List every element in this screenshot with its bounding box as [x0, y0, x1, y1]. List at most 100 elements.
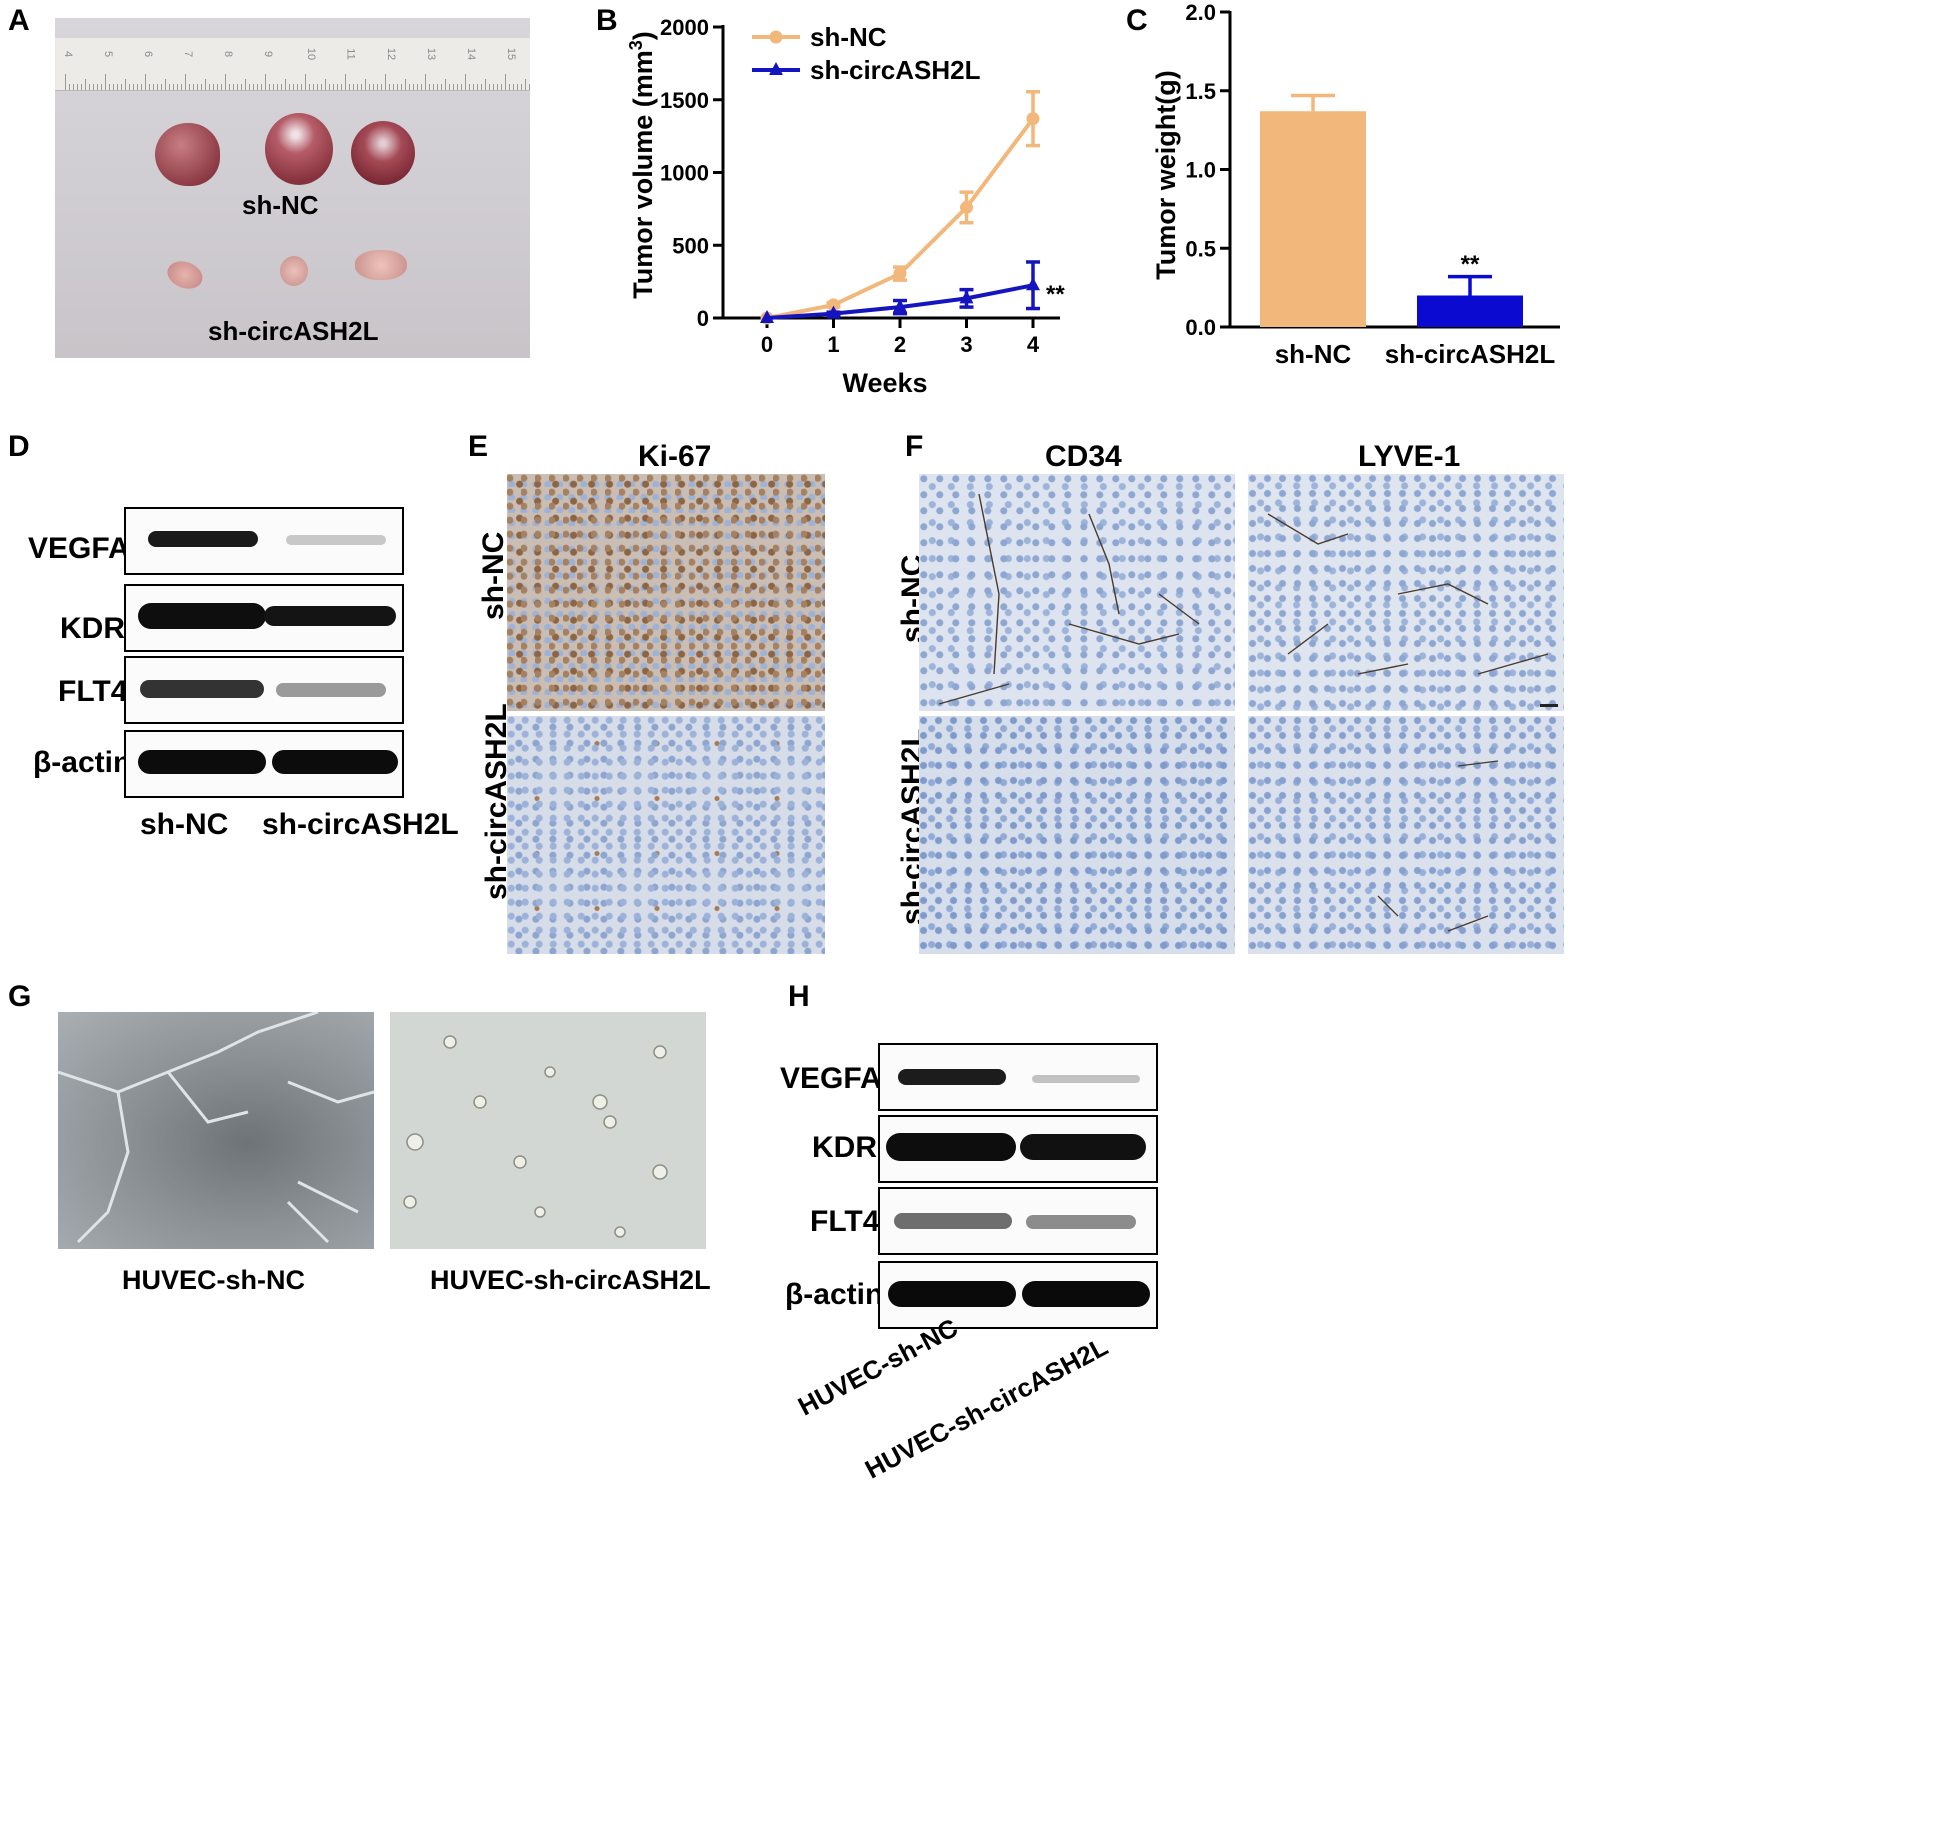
blot-h-flt4-box [878, 1187, 1158, 1255]
ruler-tick [405, 79, 406, 90]
panel-label-h: H [788, 980, 810, 1013]
x-tick-label: 0 [761, 332, 773, 357]
tube-caption-kd: HUVEC-sh-circASH2L [430, 1265, 711, 1295]
ruler: 45678910111213141516 [55, 38, 530, 91]
band [272, 750, 398, 774]
ihc-ki67-nc [507, 474, 825, 711]
legend-label: sh-NC [810, 22, 887, 52]
tube-formation-nc [58, 1012, 374, 1249]
ruler-tick-label: 7 [182, 50, 195, 58]
ruler-tick [441, 84, 442, 90]
category-label: sh-NC [1275, 339, 1352, 369]
band [888, 1281, 1016, 1307]
band [138, 603, 266, 629]
ruler-tick [345, 74, 346, 90]
ruler-tick [285, 79, 286, 90]
ruler-tick [309, 84, 310, 90]
ruler-tick [489, 84, 490, 90]
ihc-f-title-cd34: CD34 [1045, 440, 1122, 473]
legend-marker [769, 62, 783, 75]
ruler-tick [165, 79, 166, 90]
tube-formation-kd [390, 1012, 706, 1249]
ihc-f-title-lyve1: LYVE-1 [1358, 440, 1461, 473]
ruler-tick [409, 84, 410, 90]
ruler-tick [325, 79, 326, 90]
ruler-tick [297, 84, 298, 90]
x-tick-label: 4 [1027, 332, 1040, 357]
ruler-tick [293, 84, 294, 90]
ruler-tick [265, 74, 266, 90]
ruler-tick [109, 84, 110, 90]
ruler-tick [225, 74, 226, 90]
ruler-tick [521, 84, 522, 90]
ruler-tick [461, 84, 462, 90]
x-axis-label: Weeks [842, 368, 927, 398]
blot-d-kdr-box [124, 584, 404, 652]
data-point [893, 267, 907, 281]
ruler-tick [125, 79, 126, 90]
ihc-cd34-nc [919, 474, 1235, 711]
y-axis-label: Tumor volume (mm3) [626, 31, 658, 299]
ruler-tick [193, 84, 194, 90]
band [140, 680, 264, 698]
tumor-nc-3 [351, 121, 415, 185]
blot-h-row-flt4: FLT4 [810, 1205, 880, 1238]
ruler-tick [153, 84, 154, 90]
ruler-tick [273, 84, 274, 90]
blot-d-row-flt4: FLT4 [58, 675, 128, 708]
ruler-tick [85, 79, 86, 90]
ruler-tick [161, 84, 162, 90]
ruler-tick [65, 74, 66, 90]
ruler-tick [229, 84, 230, 90]
ruler-tick [249, 84, 250, 90]
ruler-tick [341, 84, 342, 90]
ruler-tick [437, 84, 438, 90]
data-point [1026, 277, 1040, 291]
tumor-weight-chart: 0.0 0.5 1.0 1.5 2.0 Tumor weight(g) sh-NC sh-ci… [1151, 0, 1560, 369]
ruler-tick [201, 84, 202, 90]
bar-0 [1260, 111, 1366, 327]
blot-d-row-kdr: KDR [60, 612, 125, 645]
ruler-tick [73, 84, 74, 90]
ruler-tick [513, 84, 514, 90]
ruler-tick [93, 84, 94, 90]
panel-label-d: D [8, 430, 30, 463]
blot-d-flt4-box [124, 656, 404, 724]
band [286, 535, 386, 545]
band [264, 606, 396, 626]
ruler-tick [449, 84, 450, 90]
panel-label-e: E [468, 430, 489, 463]
blot-d-lane-nc: sh-NC [140, 808, 229, 841]
band [276, 683, 386, 697]
y-tick-label: 0.0 [1185, 315, 1216, 340]
ihc-ki67-kd [507, 716, 825, 954]
band [138, 750, 266, 774]
ruler-tick [377, 84, 378, 90]
ruler-tick [425, 74, 426, 90]
y-tick-label: 2000 [660, 15, 709, 40]
ruler-tick [369, 84, 370, 90]
ruler-tick [433, 84, 434, 90]
band [148, 531, 258, 547]
y-axis-label: Tumor weight(g) [1151, 70, 1181, 279]
ruler-tick [233, 84, 234, 90]
blot-d-row-vegfa: VEGFA [28, 532, 130, 565]
ruler-tick [525, 79, 526, 90]
ruler-tick [445, 79, 446, 90]
ruler-tick [469, 84, 470, 90]
ruler-tick [473, 84, 474, 90]
tumor-volume-chart: 0 500 1000 1500 2000 0 1 2 3 4 Weeks Tumor volume (… [626, 15, 1065, 398]
y-tick-label: 1.5 [1185, 79, 1216, 104]
tumor-kd-2 [280, 256, 308, 286]
data-point [893, 299, 907, 313]
ruler-tick-label: 15 [505, 47, 518, 61]
band [898, 1069, 1006, 1085]
ruler-tick [289, 84, 290, 90]
ruler-tick [361, 84, 362, 90]
ruler-tick [529, 84, 530, 90]
ruler-tick [129, 84, 130, 90]
panel-label-g: G [8, 980, 32, 1013]
ruler-tick [389, 84, 390, 90]
category-label: sh-circASH2L [1385, 339, 1556, 369]
ruler-tick [477, 84, 478, 90]
